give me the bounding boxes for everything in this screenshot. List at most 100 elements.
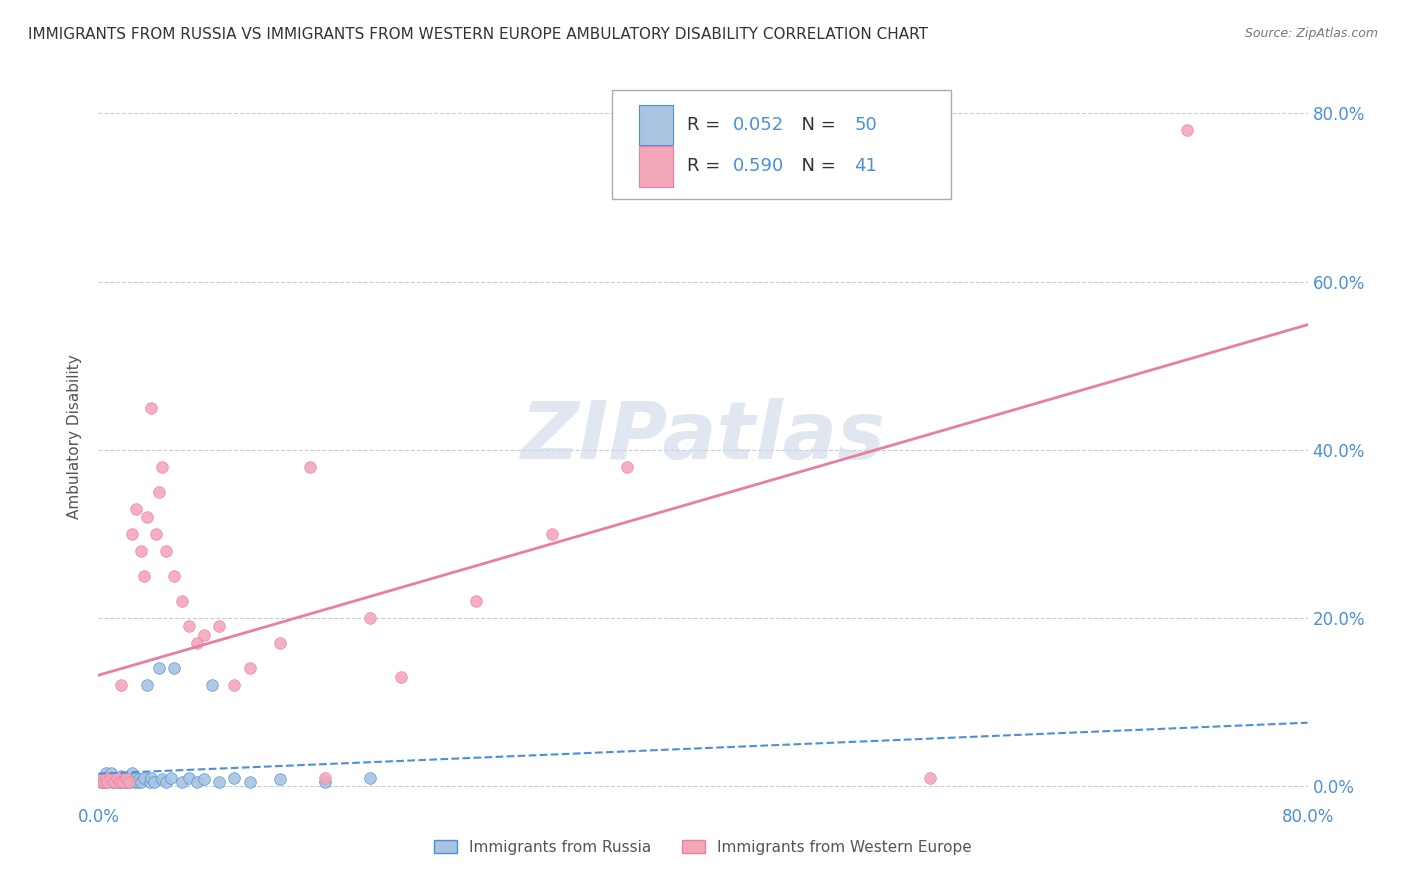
Point: [616, 459, 638, 474]
Point: [170, 594, 193, 608]
Point: [105, 771, 128, 785]
Point: [239, 661, 262, 675]
Point: [121, 526, 143, 541]
Point: [360, 611, 382, 625]
Point: [100, 766, 122, 780]
Text: 0.052: 0.052: [734, 116, 785, 134]
Point: [208, 619, 231, 633]
Point: [918, 771, 941, 785]
Point: [132, 569, 155, 583]
Point: [98, 771, 121, 785]
Text: N =: N =: [790, 116, 842, 134]
Point: [91, 771, 114, 785]
Point: [135, 510, 157, 524]
Point: [112, 774, 135, 789]
Text: 41: 41: [855, 158, 877, 176]
Point: [108, 771, 131, 785]
Y-axis label: Ambulatory Disability: Ambulatory Disability: [67, 355, 83, 519]
Bar: [638, 146, 673, 186]
Point: [160, 771, 183, 785]
Point: [90, 774, 112, 789]
Point: [224, 678, 246, 692]
Point: [129, 543, 152, 558]
Text: 0.590: 0.590: [734, 158, 785, 176]
Point: [94, 772, 117, 787]
Point: [163, 661, 186, 675]
Point: [93, 774, 115, 789]
Point: [269, 636, 291, 650]
Point: [124, 774, 146, 789]
Point: [143, 774, 166, 789]
Point: [186, 774, 208, 789]
Point: [91, 771, 114, 785]
Point: [110, 774, 132, 789]
Text: 50: 50: [855, 116, 877, 134]
Point: [111, 774, 134, 789]
Text: IMMIGRANTS FROM RUSSIA VS IMMIGRANTS FROM WESTERN EUROPE AMBULATORY DISABILITY C: IMMIGRANTS FROM RUSSIA VS IMMIGRANTS FRO…: [28, 27, 928, 42]
Text: N =: N =: [790, 158, 842, 176]
Point: [96, 774, 118, 789]
Text: R =: R =: [688, 158, 727, 176]
Point: [239, 774, 262, 789]
Legend: Immigrants from Russia, Immigrants from Western Europe: Immigrants from Russia, Immigrants from …: [427, 834, 979, 861]
Point: [193, 772, 215, 787]
Point: [179, 619, 201, 633]
FancyBboxPatch shape: [613, 90, 950, 200]
Point: [145, 526, 167, 541]
Point: [314, 771, 336, 785]
Point: [186, 636, 208, 650]
Point: [107, 774, 129, 789]
Point: [93, 774, 115, 789]
Point: [150, 772, 173, 787]
Point: [110, 769, 132, 783]
Point: [148, 661, 170, 675]
Point: [108, 774, 131, 789]
Point: [100, 771, 122, 785]
Point: [360, 771, 382, 785]
Point: [118, 772, 141, 787]
Point: [125, 771, 148, 785]
Bar: [638, 104, 673, 145]
Point: [201, 678, 224, 692]
Point: [101, 774, 124, 789]
Point: [105, 772, 128, 787]
Point: [128, 772, 150, 787]
Point: [155, 543, 177, 558]
Text: ZIPatlas: ZIPatlas: [520, 398, 886, 476]
Point: [299, 459, 322, 474]
Point: [155, 774, 177, 789]
Point: [224, 771, 246, 785]
Point: [127, 774, 149, 789]
Point: [132, 771, 155, 785]
Point: [96, 774, 118, 789]
Point: [103, 774, 125, 789]
Point: [139, 774, 162, 789]
Point: [208, 774, 231, 789]
Point: [115, 774, 138, 789]
Point: [141, 401, 163, 415]
Point: [121, 766, 143, 780]
Point: [141, 771, 163, 785]
Point: [122, 772, 145, 787]
Point: [103, 774, 125, 789]
Point: [103, 771, 125, 785]
Point: [135, 678, 157, 692]
Point: [94, 771, 117, 785]
Point: [125, 501, 148, 516]
Point: [269, 772, 291, 787]
Point: [148, 484, 170, 499]
Point: [540, 526, 562, 541]
Point: [110, 678, 132, 692]
Text: R =: R =: [688, 116, 727, 134]
Point: [389, 670, 412, 684]
Point: [314, 774, 336, 789]
Point: [118, 774, 141, 789]
Point: [129, 774, 152, 789]
Point: [94, 766, 117, 780]
Point: [114, 771, 136, 785]
Point: [90, 774, 112, 789]
Point: [120, 774, 142, 789]
Point: [1175, 123, 1198, 137]
Point: [114, 771, 136, 785]
Point: [170, 774, 193, 789]
